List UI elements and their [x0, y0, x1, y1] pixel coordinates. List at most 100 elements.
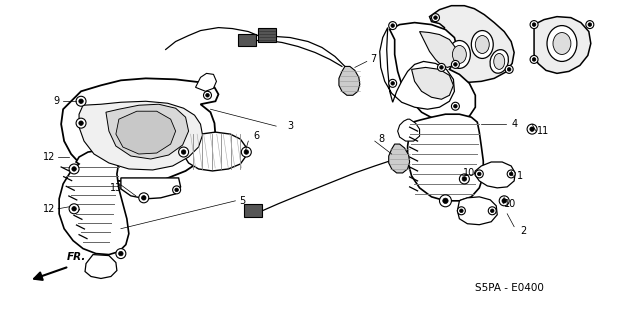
Circle shape — [141, 196, 146, 200]
FancyBboxPatch shape — [238, 33, 256, 47]
Circle shape — [477, 172, 481, 176]
Text: 13: 13 — [110, 183, 122, 193]
Circle shape — [72, 206, 76, 211]
Text: 4: 4 — [511, 119, 517, 129]
Polygon shape — [106, 104, 189, 159]
Circle shape — [588, 23, 591, 26]
Circle shape — [508, 68, 511, 71]
Circle shape — [532, 23, 536, 26]
Text: 6: 6 — [253, 131, 259, 141]
Text: 10: 10 — [463, 168, 476, 178]
Circle shape — [458, 207, 465, 215]
Circle shape — [204, 91, 211, 99]
Polygon shape — [534, 17, 591, 73]
Circle shape — [451, 102, 460, 110]
Ellipse shape — [547, 26, 577, 62]
Text: 12: 12 — [43, 204, 56, 214]
Text: 2: 2 — [520, 226, 526, 236]
Polygon shape — [59, 150, 129, 255]
Circle shape — [490, 209, 494, 212]
Circle shape — [460, 209, 463, 212]
Text: 3: 3 — [287, 121, 293, 131]
Polygon shape — [380, 27, 454, 109]
Circle shape — [507, 170, 515, 178]
Circle shape — [451, 60, 460, 68]
Circle shape — [530, 21, 538, 29]
Circle shape — [509, 172, 513, 176]
Polygon shape — [116, 111, 175, 154]
Text: 11: 11 — [537, 126, 549, 136]
Polygon shape — [196, 73, 216, 91]
Polygon shape — [390, 23, 476, 122]
Circle shape — [462, 177, 467, 181]
Ellipse shape — [471, 31, 493, 58]
Polygon shape — [339, 66, 360, 95]
Circle shape — [488, 207, 496, 215]
Circle shape — [454, 104, 457, 108]
Circle shape — [76, 118, 86, 128]
Circle shape — [532, 58, 536, 61]
Circle shape — [69, 164, 79, 174]
Polygon shape — [397, 119, 420, 141]
Polygon shape — [420, 32, 458, 67]
Circle shape — [440, 66, 444, 69]
Text: FR.: FR. — [67, 252, 86, 262]
Ellipse shape — [490, 50, 508, 73]
Text: 9: 9 — [53, 96, 60, 106]
Circle shape — [476, 170, 483, 178]
Circle shape — [391, 82, 394, 85]
Text: 1: 1 — [517, 171, 523, 181]
Circle shape — [530, 56, 538, 63]
FancyBboxPatch shape — [244, 204, 262, 217]
Circle shape — [502, 199, 506, 203]
Text: 12: 12 — [43, 152, 56, 162]
Circle shape — [527, 124, 537, 134]
Text: 5: 5 — [239, 196, 246, 206]
Ellipse shape — [476, 35, 489, 54]
Circle shape — [388, 22, 397, 30]
Text: 7: 7 — [371, 55, 377, 64]
Polygon shape — [474, 162, 515, 188]
Circle shape — [69, 204, 79, 214]
Circle shape — [118, 251, 123, 256]
Circle shape — [173, 186, 180, 194]
Circle shape — [454, 63, 457, 66]
Circle shape — [181, 150, 186, 154]
Circle shape — [205, 93, 209, 97]
Ellipse shape — [553, 33, 571, 55]
Polygon shape — [408, 114, 483, 201]
Polygon shape — [79, 101, 202, 170]
Polygon shape — [184, 132, 245, 171]
Circle shape — [76, 96, 86, 106]
Circle shape — [499, 196, 509, 206]
Circle shape — [179, 147, 189, 157]
Circle shape — [391, 24, 394, 27]
Circle shape — [434, 16, 437, 19]
Polygon shape — [388, 144, 410, 173]
Text: 8: 8 — [379, 134, 385, 144]
Text: S5PA - E0400: S5PA - E0400 — [475, 284, 543, 293]
Circle shape — [79, 121, 83, 125]
Circle shape — [72, 167, 76, 171]
Circle shape — [530, 127, 534, 131]
Ellipse shape — [452, 46, 467, 63]
FancyBboxPatch shape — [259, 27, 276, 41]
Circle shape — [139, 193, 148, 203]
Circle shape — [460, 174, 469, 184]
Polygon shape — [121, 178, 180, 199]
Circle shape — [79, 99, 83, 103]
Circle shape — [586, 21, 594, 29]
Ellipse shape — [493, 54, 505, 70]
Circle shape — [431, 14, 440, 22]
Polygon shape — [458, 197, 497, 225]
Polygon shape — [85, 255, 117, 278]
Text: 10: 10 — [504, 199, 516, 209]
Polygon shape — [61, 78, 218, 182]
Ellipse shape — [449, 41, 470, 68]
Circle shape — [440, 195, 451, 207]
Circle shape — [443, 198, 448, 204]
Polygon shape — [429, 6, 514, 82]
Polygon shape — [412, 67, 453, 99]
Circle shape — [244, 150, 248, 154]
Circle shape — [175, 188, 179, 192]
